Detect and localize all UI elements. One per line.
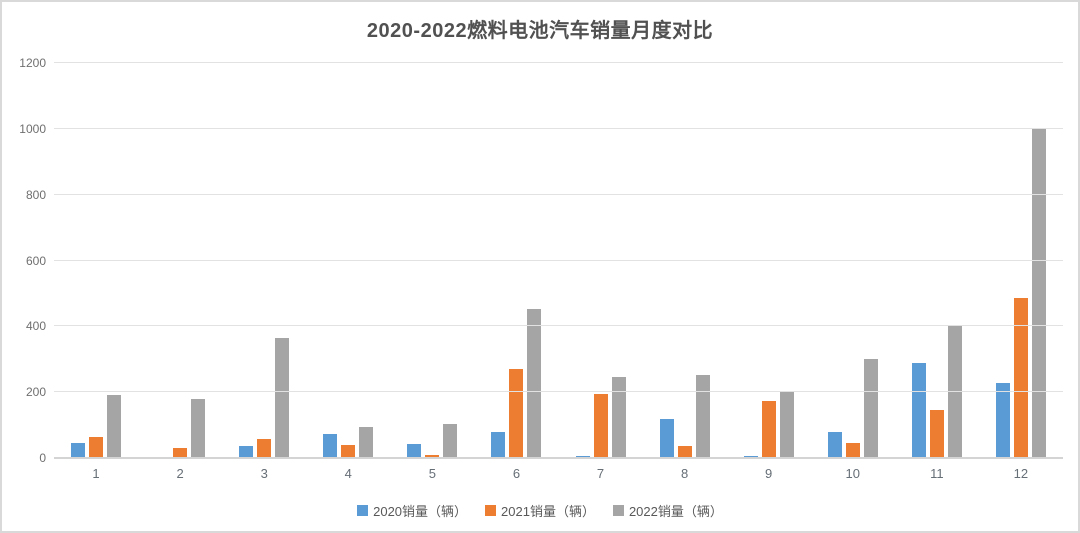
bar-2021-month-7	[593, 393, 608, 458]
bar-2022-month-9	[779, 392, 794, 458]
gridline-400	[54, 325, 1063, 327]
y-tick-label-0: 0	[39, 451, 46, 465]
bars-layer	[54, 63, 1063, 458]
bar-2020-month-7	[575, 455, 590, 458]
bar-2020-month-9	[743, 455, 758, 458]
y-tick-label-1000: 1000	[19, 121, 46, 136]
bar-2021-month-9	[761, 401, 776, 458]
bar-2020-month-8	[659, 418, 674, 458]
legend-item-2022: 2022销量（辆）	[612, 501, 723, 520]
bar-2020-month-10	[827, 432, 842, 458]
bar-2021-month-4	[341, 444, 356, 458]
x-tick-label-8: 8	[680, 466, 689, 481]
bar-2022-month-3	[275, 337, 290, 458]
bar-2021-month-10	[845, 442, 860, 458]
bar-2020-month-4	[323, 434, 338, 458]
bar-2021-month-5	[425, 454, 440, 458]
bar-group-month-6	[474, 63, 558, 458]
bar-2022-month-12	[1031, 128, 1046, 458]
bar-2022-month-7	[611, 377, 626, 458]
bar-2022-month-10	[863, 359, 878, 458]
y-tick-label-800: 800	[25, 187, 46, 202]
x-tick-label-6: 6	[512, 466, 521, 481]
legend: 2020销量（辆） 2021销量（辆） 2022销量（辆）	[2, 501, 1078, 520]
y-tick-label-1200: 1200	[19, 56, 46, 70]
bar-2021-month-8	[677, 445, 692, 458]
gridline-200	[54, 391, 1063, 393]
y-tick-label-400: 400	[25, 319, 46, 334]
bar-group-month-1	[54, 63, 138, 458]
gridline-1200	[54, 62, 1063, 63]
bar-2021-month-1	[89, 437, 104, 458]
legend-label-2020: 2020销量（辆）	[373, 504, 468, 519]
legend-swatch-icon-2020	[357, 505, 369, 516]
bar-2020-month-11	[911, 362, 926, 458]
bar-group-month-9	[727, 63, 811, 458]
chart-title: 2020-2022燃料电池汽车销量月度对比	[366, 20, 714, 42]
bar-2022-month-6	[527, 309, 542, 458]
bar-2021-month-12	[1013, 298, 1028, 458]
bar-group-month-4	[306, 63, 390, 458]
x-axis-labels: 1 2 3 4 5 6 7 8 9 10 11 12	[54, 466, 1063, 481]
bar-group-month-8	[643, 63, 727, 458]
bar-group-month-12	[979, 63, 1063, 458]
bar-group-month-7	[558, 63, 642, 458]
gridline-600	[54, 259, 1063, 261]
gridline-800	[54, 193, 1063, 195]
bar-2021-month-3	[257, 438, 272, 458]
bar-group-month-3	[222, 63, 306, 458]
legend-label-2022: 2022销量（辆）	[628, 504, 723, 519]
y-tick-label-200: 200	[25, 385, 46, 400]
bar-group-month-11	[895, 63, 979, 458]
x-tick-label-5: 5	[428, 466, 436, 481]
bar-2020-month-12	[995, 382, 1010, 458]
bar-2020-month-5	[407, 444, 422, 458]
y-tick-label-600: 600	[25, 253, 46, 268]
x-axis-line	[54, 457, 1063, 459]
bar-group-month-5	[390, 63, 474, 458]
bar-2022-month-5	[443, 424, 458, 458]
y-axis: 0 200 400 600 800 1000 1200	[8, 57, 46, 464]
bar-2020-month-1	[71, 443, 86, 458]
bar-group-month-10	[811, 63, 895, 458]
bar-2022-month-2	[191, 399, 206, 458]
bar-2022-month-4	[359, 426, 374, 458]
x-tick-label-12: 12	[1013, 466, 1029, 481]
bar-2022-month-8	[695, 374, 710, 458]
legend-item-2020: 2020销量（辆）	[357, 501, 467, 520]
gridline-1000	[54, 127, 1063, 129]
bar-2020-month-3	[239, 446, 254, 458]
x-tick-label-4: 4	[344, 466, 352, 481]
bar-2021-month-6	[509, 369, 524, 458]
legend-swatch-icon-2021	[485, 505, 497, 516]
legend-label-2021: 2021销量（辆）	[501, 504, 595, 519]
x-tick-label-7: 7	[596, 466, 605, 481]
x-tick-label-1: 1	[92, 466, 100, 481]
bar-2022-month-1	[107, 395, 122, 458]
plot-area	[54, 62, 1063, 459]
x-tick-label-10: 10	[845, 466, 860, 481]
x-tick-label-9: 9	[765, 466, 773, 481]
bar-2021-month-11	[929, 410, 944, 458]
x-tick-label-3: 3	[260, 466, 268, 481]
x-tick-label-11: 11	[930, 466, 944, 481]
bar-group-month-2	[138, 63, 222, 458]
bar-2021-month-2	[173, 448, 188, 458]
x-tick-label-2: 2	[176, 466, 184, 481]
legend-item-2021: 2021销量（辆）	[485, 501, 595, 520]
legend-swatch-icon-2022	[612, 505, 624, 516]
bar-2020-month-6	[491, 431, 506, 458]
